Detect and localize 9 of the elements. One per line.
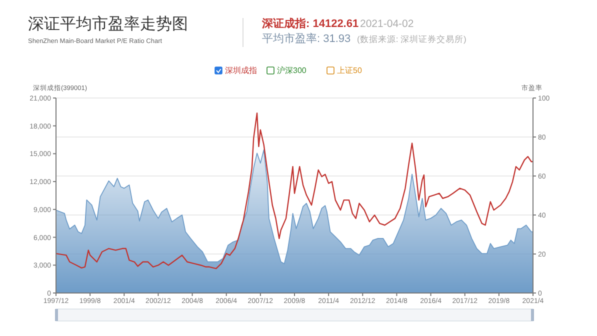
text: 2021-04-02	[360, 18, 414, 30]
text: 深证成指: 14122.61	[261, 17, 359, 30]
legend-label: 沪深300	[277, 66, 307, 75]
text: 深圳成指	[225, 66, 257, 75]
text: 平均市盈率: 31.93	[262, 32, 351, 45]
legend-label: 上证50	[337, 66, 362, 75]
line-series	[55, 112, 534, 270]
chart-title: 深证平均市盈率走势图	[28, 15, 188, 33]
text: (数据来源: 深圳证券交易所)	[357, 34, 467, 44]
